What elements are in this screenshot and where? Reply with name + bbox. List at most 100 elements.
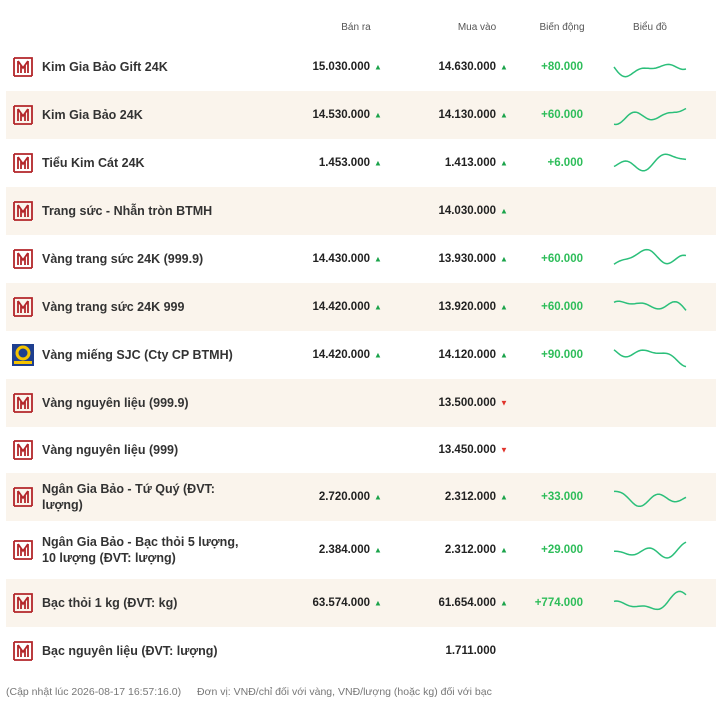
price-row: Ngân Gia Bảo - Bạc thỏi 5 lượng, 10 lượn… [6,521,716,579]
brand-icon [13,57,33,77]
buy-price: 14.120.000 [438,349,496,361]
sell-price: 14.530.000 [312,109,370,121]
brand-icon [13,540,33,560]
product-name: Vàng miếng SJC (Cty CP BTMH) [42,348,233,362]
price-row: Kim Gia Bảo 24K 14.530.000 ▲ 14.130.000 ▲ +60… [6,91,716,139]
buy-arrow: ▲ [500,110,508,120]
sell-arrow: ▲ [374,254,382,264]
sparkline [613,63,687,78]
icon-logo [13,297,33,317]
icon-logo [13,540,33,560]
icon-logo [13,641,33,661]
brand-icon [13,105,33,125]
icon-logo [13,153,33,173]
buy-arrow: ▲ [500,62,508,72]
brand-icon [13,393,33,413]
sell-arrow: ▲ [374,62,382,72]
price-row: Bạc thỏi 1 kg (ĐVT: kg) 63.574.000 ▲ 61.654… [6,579,716,627]
icon-band [14,361,32,364]
price-row: Vàng miếng SJC (Cty CP BTMH) 14.420.000 ▲ 1… [6,331,716,379]
icon-logo [13,105,33,125]
icon-logo [13,487,33,507]
price-change: +33.000 [541,491,583,503]
price-change: +80.000 [541,61,583,73]
icon-logo [13,57,33,77]
price-change: +6.000 [547,157,584,169]
buy-arrow: ▲ [500,254,508,264]
header-sell: Bán ra [341,22,371,33]
product-name: Kim Gia Bảo 24K [42,108,143,122]
sell-arrow: ▲ [374,545,382,555]
sell-price: 2.720.000 [318,491,370,503]
price-row: Ngân Gia Bảo - Tứ Quý (ĐVT: lượng) 2.720.… [6,473,716,521]
buy-price: 13.450.000 [438,444,496,456]
product-name: Vàng nguyên liệu (999) [42,443,179,457]
sparkline-path [613,63,687,78]
sell-price: 2.384.000 [318,544,370,556]
price-row: Kim Gia Bảo Gift 24K 15.030.000 ▲ 14.630.00… [6,43,716,91]
price-change: +774.000 [534,597,583,609]
buy-price: 13.930.000 [438,253,496,265]
buy-arrow: ▲ [500,598,508,608]
buy-price: 13.500.000 [438,397,496,409]
buy-arrow: ▼ [500,398,508,408]
price-change: +60.000 [541,253,583,265]
header-change: Biến động [539,22,585,33]
sparkline [613,107,687,126]
buy-arrow: ▼ [500,445,508,455]
product-name: Bạc thỏi 1 kg (ĐVT: kg) [42,596,178,610]
sell-arrow: ▲ [374,158,382,168]
price-change: +60.000 [541,109,583,121]
icon-coin [15,345,31,361]
sell-arrow: ▲ [374,598,382,608]
brand-icon [13,487,33,507]
buy-arrow: ▲ [500,158,508,168]
buy-arrow: ▲ [500,206,508,216]
icon-logo [13,201,33,221]
sparkline [613,590,687,611]
sell-arrow: ▲ [374,110,382,120]
footer-unit: Đơn vị: VNĐ/chỉ đối với vàng, VNĐ/lượng … [197,686,492,698]
buy-price: 1.711.000 [445,645,496,657]
footer-updated: (Cập nhật lúc 2026-08-17 16:57:16.0) [6,686,182,698]
price-row: Tiểu Kim Cát 24K 1.453.000 ▲ 1.413.000 ▲ +6.0… [6,139,716,187]
product-name: Vàng nguyên liệu (999.9) [42,396,189,410]
price-row: Vàng trang sức 24K 999 14.420.000 ▲ 13.920.… [6,283,716,331]
buy-price: 14.030.000 [438,205,496,217]
price-row: Trang sức - Nhẫn tròn BTMH 14.030.000 ▲ [6,187,716,235]
product-name: Ngân Gia Bảo - Bạc thỏi 5 lượng, 10 lượn… [42,535,239,565]
product-name: Tiểu Kim Cát 24K [42,156,145,170]
sparkline [614,490,687,508]
sparkline [613,300,687,311]
price-change: +90.000 [541,349,583,361]
header-chart: Biểu đồ [633,22,667,33]
brand-icon [13,249,33,269]
buy-arrow: ▲ [500,302,508,312]
sell-arrow: ▲ [374,492,382,502]
sparkline-path [613,107,687,126]
product-name: Trang sức - Nhẫn tròn BTMH [42,204,213,218]
product-name: Ngân Gia Bảo - Tứ Quý (ĐVT: lượng) [42,482,215,512]
sell-price: 14.420.000 [312,301,370,313]
brand-icon [12,344,34,366]
sell-price: 14.420.000 [312,349,370,361]
icon-logo [13,440,33,460]
buy-price: 14.130.000 [438,109,496,121]
product-name: Vàng trang sức 24K 999 [42,300,185,314]
brand-icon [13,593,33,613]
sell-price: 15.030.000 [312,61,370,73]
buy-arrow: ▲ [500,545,508,555]
icon-logo [13,393,33,413]
header-buy: Mua vào [457,22,497,33]
product-name: Kim Gia Bảo Gift 24K [42,60,168,74]
price-row: Bạc nguyên liệu (ĐVT: lượng) 1.711.000 [6,627,716,675]
sparkline [613,248,687,265]
sparkline-path [613,300,687,311]
sell-price: 63.574.000 [312,597,370,609]
sell-arrow: ▲ [374,350,382,360]
sparkline-path [614,541,687,559]
sparkline-path [613,349,687,368]
price-change: +60.000 [541,301,583,313]
sell-price: 14.430.000 [312,253,370,265]
